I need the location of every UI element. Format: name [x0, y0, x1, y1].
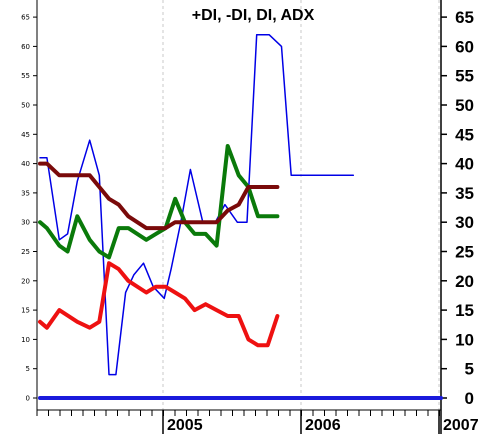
y-axis-right: 0 5 10 15 20 25 30 35 40 45 50 55 60 65	[441, 8, 474, 408]
ytick-right-label: 50	[455, 96, 474, 115]
ytick-left-label: 0	[26, 395, 30, 403]
chart-title: +DI, -DI, DI, ADX	[192, 7, 315, 24]
ytick-right-label: 25	[455, 243, 474, 262]
ytick-right-label: 55	[455, 67, 474, 86]
ytick-left-label: 15	[21, 307, 30, 315]
ytick-left-label: 5	[26, 365, 30, 373]
ytick-left-label: 25	[21, 248, 30, 256]
series-line-0	[39, 33, 355, 376]
series-lines	[38, 33, 443, 400]
ytick-right-label: 35	[455, 184, 474, 203]
series-line-3	[38, 161, 280, 231]
vertical-gridlines	[162, 0, 440, 410]
ytick-right-label: 30	[455, 213, 474, 232]
ytick-left-label: 55	[21, 72, 30, 80]
ytick-left-label: 35	[21, 189, 30, 197]
ytick-right-label: 20	[455, 272, 474, 291]
xtick-label-2005: 2005	[167, 417, 203, 434]
ytick-right-label: 45	[455, 125, 474, 144]
series-line-1	[38, 261, 280, 348]
ytick-left-label: 65	[21, 14, 30, 22]
x-axis: 2005 2006 2007	[36, 410, 479, 434]
ytick-left-label: 50	[21, 102, 30, 110]
ytick-left-label: 10	[21, 336, 30, 344]
ytick-left-label: 45	[21, 131, 30, 139]
xtick-label-2006: 2006	[305, 417, 341, 434]
y-axis-left: 0 5 10 15 20 25 30 35 40 45 50 55 60 65	[21, 14, 37, 403]
xtick-label-2007: 2007	[443, 417, 479, 434]
ytick-right-label: 10	[455, 330, 474, 349]
series-line-2	[38, 144, 280, 260]
ytick-right-label: 15	[455, 301, 474, 320]
ytick-right-label: 5	[465, 360, 474, 379]
ytick-right-label: 0	[465, 389, 474, 408]
plot-background	[37, 0, 441, 434]
ytick-left-label: 40	[21, 160, 30, 168]
ytick-right-label: 65	[455, 8, 474, 27]
ytick-right-label: 40	[455, 155, 474, 174]
ytick-left-label: 20	[21, 277, 30, 285]
ytick-left-label: 30	[21, 219, 30, 227]
ytick-left-label: 60	[21, 43, 30, 51]
ytick-right-label: 60	[455, 37, 474, 56]
